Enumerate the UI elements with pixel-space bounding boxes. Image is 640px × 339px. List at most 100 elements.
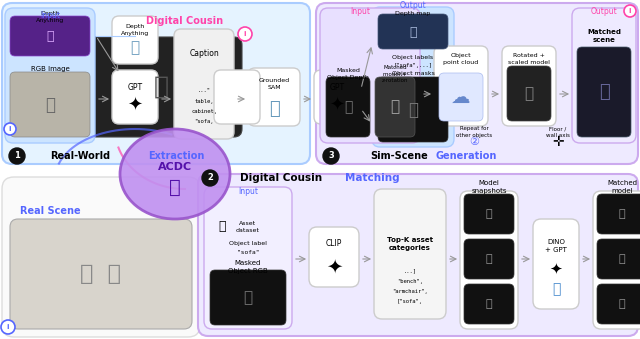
Text: 2: 2 [207, 174, 213, 182]
FancyBboxPatch shape [320, 8, 420, 143]
FancyBboxPatch shape [204, 187, 292, 329]
FancyBboxPatch shape [464, 239, 514, 279]
Text: 📷: 📷 [46, 29, 54, 42]
Text: Matching: Matching [345, 173, 399, 183]
FancyBboxPatch shape [112, 70, 158, 124]
Text: CLIP: CLIP [326, 239, 342, 248]
FancyBboxPatch shape [597, 194, 640, 234]
FancyBboxPatch shape [10, 72, 90, 137]
Text: ②: ② [469, 137, 479, 147]
FancyBboxPatch shape [378, 77, 448, 142]
Text: ✦: ✦ [326, 258, 342, 277]
Text: Digital Cousin: Digital Cousin [240, 173, 322, 183]
Circle shape [9, 148, 25, 164]
FancyBboxPatch shape [597, 239, 640, 279]
Text: "sofa,: "sofa, [195, 119, 214, 123]
Text: ["sofa",: ["sofa", [397, 299, 423, 303]
Text: ...]: ...] [403, 268, 417, 274]
Text: ...": ..." [198, 88, 211, 94]
FancyBboxPatch shape [10, 16, 90, 56]
Circle shape [202, 170, 218, 186]
Text: Output: Output [399, 1, 426, 11]
FancyBboxPatch shape [2, 3, 310, 164]
Text: Depth
Anything: Depth Anything [121, 24, 149, 36]
FancyBboxPatch shape [533, 219, 579, 309]
FancyBboxPatch shape [70, 24, 250, 144]
Text: Caption: Caption [189, 49, 219, 59]
Text: Input: Input [238, 187, 258, 197]
FancyBboxPatch shape [198, 174, 638, 336]
FancyBboxPatch shape [507, 66, 551, 121]
Text: 🐻: 🐻 [131, 40, 140, 56]
Text: 📊: 📊 [409, 25, 417, 39]
Text: Rotated +
scaled model: Rotated + scaled model [508, 54, 550, 65]
Text: ✦: ✦ [127, 97, 143, 115]
Text: 📐: 📐 [344, 100, 352, 114]
Text: Real-World: Real-World [50, 151, 110, 161]
Text: Masked
Object Depth: Masked Object Depth [327, 68, 369, 80]
Text: GPT: GPT [127, 82, 143, 92]
Text: Asset
dataset: Asset dataset [236, 221, 260, 233]
Text: ✦: ✦ [550, 261, 563, 277]
Text: 🛋: 🛋 [154, 75, 168, 99]
FancyBboxPatch shape [10, 219, 192, 329]
Text: Matched
model +
z-rotation: Matched model + z-rotation [381, 65, 408, 83]
Text: i: i [628, 8, 631, 14]
FancyBboxPatch shape [309, 227, 359, 287]
Text: 🛋: 🛋 [486, 254, 492, 264]
FancyBboxPatch shape [593, 191, 640, 329]
Text: 🖼: 🖼 [408, 101, 418, 119]
Text: Extraction: Extraction [148, 151, 204, 161]
FancyBboxPatch shape [434, 46, 488, 126]
Text: 🪑: 🪑 [619, 254, 625, 264]
Text: 🐻: 🐻 [269, 100, 280, 118]
Text: ["sofa",...]: ["sofa",...] [394, 63, 433, 68]
FancyBboxPatch shape [464, 284, 514, 324]
FancyBboxPatch shape [316, 3, 638, 164]
Text: 👥: 👥 [169, 178, 181, 197]
Text: Input: Input [40, 11, 60, 20]
Text: ✛: ✛ [552, 135, 564, 149]
Text: Repeat for
other objects: Repeat for other objects [456, 126, 492, 138]
Text: 🪑: 🪑 [619, 209, 625, 219]
Text: 🦕: 🦕 [552, 282, 560, 296]
Text: 🪑: 🪑 [619, 299, 625, 309]
Text: Object labels: Object labels [392, 56, 433, 60]
Text: Object
point cloud: Object point cloud [444, 54, 479, 65]
Text: Model
snapshots: Model snapshots [471, 180, 507, 194]
FancyBboxPatch shape [572, 8, 636, 143]
FancyBboxPatch shape [5, 8, 95, 143]
FancyBboxPatch shape [374, 189, 446, 319]
Text: GPT: GPT [330, 82, 344, 92]
Text: 🪑: 🪑 [390, 100, 399, 115]
Text: "bench",: "bench", [397, 279, 423, 283]
Text: 🪑: 🪑 [486, 299, 492, 309]
Text: Grounded
SAM: Grounded SAM [259, 78, 289, 89]
FancyBboxPatch shape [326, 77, 370, 137]
Text: Generation: Generation [435, 151, 497, 161]
Text: 🪑: 🪑 [486, 209, 492, 219]
Text: table,: table, [195, 99, 214, 103]
Text: Floor /
wall axis: Floor / wall axis [546, 126, 570, 138]
FancyBboxPatch shape [112, 16, 158, 64]
Circle shape [1, 320, 15, 334]
FancyBboxPatch shape [314, 70, 360, 124]
FancyBboxPatch shape [460, 191, 518, 329]
Text: i: i [7, 324, 9, 330]
Text: Matched
scene: Matched scene [587, 29, 621, 43]
FancyBboxPatch shape [378, 14, 448, 49]
Text: Input: Input [350, 6, 370, 16]
Text: Sim-Scene: Sim-Scene [370, 151, 428, 161]
Text: Masked
Object RGB: Masked Object RGB [228, 260, 268, 274]
FancyBboxPatch shape [502, 46, 556, 126]
Text: 3: 3 [328, 152, 334, 160]
Ellipse shape [120, 129, 230, 219]
FancyBboxPatch shape [2, 177, 200, 337]
FancyBboxPatch shape [372, 7, 454, 147]
Text: 🗄: 🗄 [218, 220, 226, 234]
Text: Real Scene: Real Scene [20, 206, 80, 216]
Text: Digital Cousin: Digital Cousin [147, 16, 223, 26]
Text: Object masks: Object masks [392, 72, 435, 77]
Text: 🛋: 🛋 [243, 291, 253, 305]
FancyBboxPatch shape [174, 29, 234, 139]
